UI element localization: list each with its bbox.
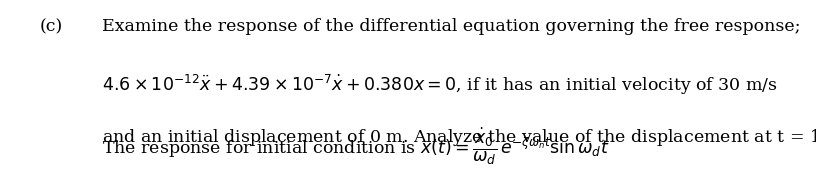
Text: (c): (c)	[39, 18, 62, 35]
Text: The response for initial condition is $x(t) = \dfrac{\dot{x}_0}{\omega_d}\, e^{-: The response for initial condition is $x…	[102, 125, 610, 167]
Text: $4.6 \times 10^{-12}\ddot{x} + 4.39 \times 10^{-7}\dot{x} + 0.380x = 0$, if it h: $4.6 \times 10^{-12}\ddot{x} + 4.39 \tim…	[102, 72, 778, 97]
Text: Examine the response of the differential equation governing the free response;: Examine the response of the differential…	[102, 18, 800, 35]
Text: and an initial displacement of 0 m. Analyze the value of the displacement at t =: and an initial displacement of 0 m. Anal…	[102, 127, 816, 148]
